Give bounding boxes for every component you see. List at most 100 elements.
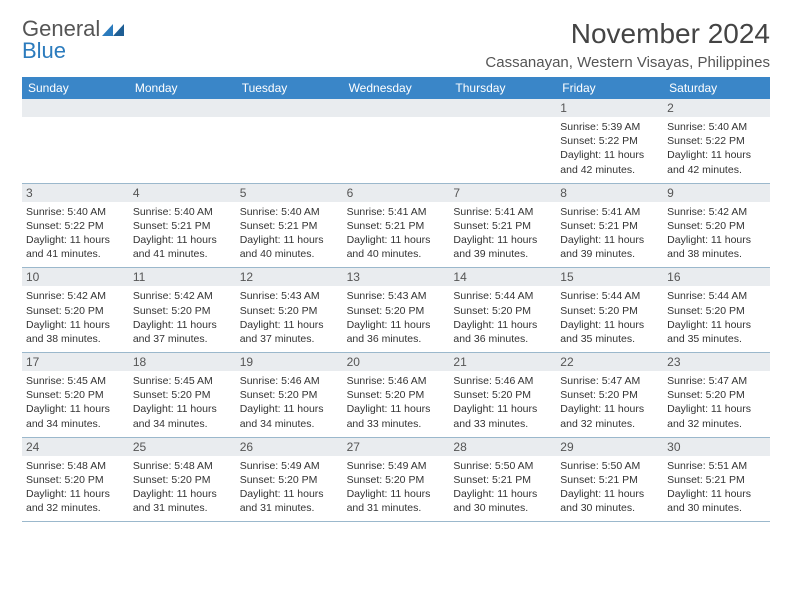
day-cell: 13 Sunrise: 5:43 AMSunset: 5:20 PMDayligh… [343,268,450,352]
day-details: Sunrise: 5:45 AMSunset: 5:20 PMDaylight:… [26,374,125,431]
dow-header-cell: Thursday [449,77,556,99]
day-number [236,99,343,117]
calendar-page: General Blue November 2024 Cassanayan, W… [0,0,792,534]
day-cell: 29Sunrise: 5:50 AMSunset: 5:21 PMDayligh… [556,438,663,522]
day-details: Sunrise: 5:47 AMSunset: 5:20 PMDaylight:… [560,374,659,431]
day-cell: 27 Sunrise: 5:49 AMSunset: 5:20 PMDayligh… [343,438,450,522]
day-cell: 6 Sunrise: 5:41 AMSunset: 5:21 PMDaylight… [343,184,450,268]
dow-header-row: SundayMondayTuesdayWednesdayThursdayFrid… [22,77,770,99]
day-number: 12 [236,268,343,286]
day-cell: 15 Sunrise: 5:44 AMSunset: 5:20 PMDayligh… [556,268,663,352]
day-number: 16 [663,268,770,286]
day-number: 21 [449,353,556,371]
day-number: 8 [556,184,663,202]
day-number: 14 [449,268,556,286]
week-row: 1Sunrise: 5:39 AMSunset: 5:22 PMDaylight… [22,99,770,184]
day-cell: 18 Sunrise: 5:45 AMSunset: 5:20 PMDayligh… [129,353,236,437]
dow-header-cell: Wednesday [343,77,450,99]
day-cell: 24Sunrise: 5:48 AMSunset: 5:20 PMDayligh… [22,438,129,522]
day-details: Sunrise: 5:43 AMSunset: 5:20 PMDaylight:… [347,289,446,346]
day-number: 26 [236,438,343,456]
day-cell: 14 Sunrise: 5:44 AMSunset: 5:20 PMDayligh… [449,268,556,352]
brand-word-2: Blue [22,38,66,63]
day-details: Sunrise: 5:51 AMSunset: 5:21 PMDaylight:… [667,459,766,516]
month-title: November 2024 [485,18,770,50]
day-cell: 19Sunrise: 5:46 AMSunset: 5:20 PMDayligh… [236,353,343,437]
day-number: 11 [129,268,236,286]
day-cell: 4 Sunrise: 5:40 AMSunset: 5:21 PMDaylight… [129,184,236,268]
dow-header-cell: Saturday [663,77,770,99]
day-details: Sunrise: 5:41 AMSunset: 5:21 PMDaylight:… [453,205,552,262]
day-number: 24 [22,438,129,456]
week-row: 3 Sunrise: 5:40 AMSunset: 5:22 PMDaylight… [22,184,770,269]
day-details: Sunrise: 5:40 AMSunset: 5:22 PMDaylight:… [26,205,125,262]
day-cell: 30Sunrise: 5:51 AMSunset: 5:21 PMDayligh… [663,438,770,522]
day-details: Sunrise: 5:44 AMSunset: 5:20 PMDaylight:… [453,289,552,346]
day-cell [22,99,129,183]
day-cell: 21 Sunrise: 5:46 AMSunset: 5:20 PMDayligh… [449,353,556,437]
day-details: Sunrise: 5:49 AMSunset: 5:20 PMDaylight:… [240,459,339,516]
day-number: 7 [449,184,556,202]
day-number: 17 [22,353,129,371]
title-block: November 2024 Cassanayan, Western Visaya… [485,18,770,71]
day-number: 18 [129,353,236,371]
day-details: Sunrise: 5:40 AMSunset: 5:22 PMDaylight:… [667,120,766,177]
dow-header-cell: Tuesday [236,77,343,99]
day-number: 27 [343,438,450,456]
day-details: Sunrise: 5:46 AMSunset: 5:20 PMDaylight:… [453,374,552,431]
day-cell: 9Sunrise: 5:42 AMSunset: 5:20 PMDaylight… [663,184,770,268]
dow-header-cell: Monday [129,77,236,99]
weeks-container: 1Sunrise: 5:39 AMSunset: 5:22 PMDaylight… [22,99,770,522]
day-cell [449,99,556,183]
day-cell: 2 Sunrise: 5:40 AMSunset: 5:22 PMDaylight… [663,99,770,183]
day-cell: 5Sunrise: 5:40 AMSunset: 5:21 PMDaylight… [236,184,343,268]
day-details: Sunrise: 5:40 AMSunset: 5:21 PMDaylight:… [133,205,232,262]
day-number: 4 [129,184,236,202]
day-details: Sunrise: 5:47 AMSunset: 5:20 PMDaylight:… [667,374,766,431]
day-cell [343,99,450,183]
day-cell: 26 Sunrise: 5:49 AMSunset: 5:20 PMDayligh… [236,438,343,522]
calendar-grid: SundayMondayTuesdayWednesdayThursdayFrid… [22,77,770,522]
day-details: Sunrise: 5:40 AMSunset: 5:21 PMDaylight:… [240,205,339,262]
day-cell: 22Sunrise: 5:47 AMSunset: 5:20 PMDayligh… [556,353,663,437]
day-details: Sunrise: 5:42 AMSunset: 5:20 PMDaylight:… [26,289,125,346]
day-number: 25 [129,438,236,456]
day-details: Sunrise: 5:44 AMSunset: 5:20 PMDaylight:… [667,289,766,346]
day-number [22,99,129,117]
day-number: 9 [663,184,770,202]
day-number: 28 [449,438,556,456]
day-number: 20 [343,353,450,371]
day-number [343,99,450,117]
day-cell: 10 Sunrise: 5:42 AMSunset: 5:20 PMDayligh… [22,268,129,352]
day-number: 19 [236,353,343,371]
day-details: Sunrise: 5:50 AMSunset: 5:21 PMDaylight:… [560,459,659,516]
location-text: Cassanayan, Western Visayas, Philippines [485,54,770,71]
day-number: 2 [663,99,770,117]
dow-header-cell: Friday [556,77,663,99]
day-cell [236,99,343,183]
day-cell: 11 Sunrise: 5:42 AMSunset: 5:20 PMDayligh… [129,268,236,352]
brand-name: General Blue [22,18,124,62]
day-number: 13 [343,268,450,286]
day-details: Sunrise: 5:42 AMSunset: 5:20 PMDaylight:… [133,289,232,346]
day-cell: 7 Sunrise: 5:41 AMSunset: 5:21 PMDaylight… [449,184,556,268]
day-details: Sunrise: 5:48 AMSunset: 5:20 PMDaylight:… [133,459,232,516]
day-cell: 3 Sunrise: 5:40 AMSunset: 5:22 PMDaylight… [22,184,129,268]
day-cell: 12 Sunrise: 5:43 AMSunset: 5:20 PMDayligh… [236,268,343,352]
day-details: Sunrise: 5:44 AMSunset: 5:20 PMDaylight:… [560,289,659,346]
day-number: 6 [343,184,450,202]
day-number: 3 [22,184,129,202]
day-cell: 17 Sunrise: 5:45 AMSunset: 5:20 PMDayligh… [22,353,129,437]
day-details: Sunrise: 5:41 AMSunset: 5:21 PMDaylight:… [347,205,446,262]
day-number: 15 [556,268,663,286]
day-number: 10 [22,268,129,286]
day-details: Sunrise: 5:46 AMSunset: 5:20 PMDaylight:… [347,374,446,431]
day-cell: 28Sunrise: 5:50 AMSunset: 5:21 PMDayligh… [449,438,556,522]
week-row: 17Sunrise: 5:45 AMSunset: 5:20 PMDayligh… [22,353,770,438]
day-details: Sunrise: 5:49 AMSunset: 5:20 PMDaylight:… [347,459,446,516]
day-details: Sunrise: 5:43 AMSunset: 5:20 PMDaylight:… [240,289,339,346]
brand-logo: General Blue [22,18,124,62]
dow-header-cell: Sunday [22,77,129,99]
day-details: Sunrise: 5:45 AMSunset: 5:20 PMDaylight:… [133,374,232,431]
day-cell [129,99,236,183]
